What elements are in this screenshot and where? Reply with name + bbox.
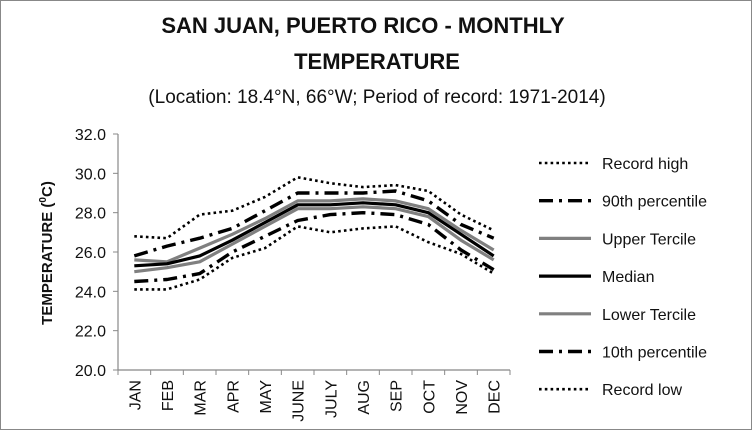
y-tick-label: 30.0 bbox=[75, 166, 106, 183]
series-line-lower-tercile bbox=[134, 205, 495, 274]
y-axis-ticks: 20.0 22.0 24.0 26.0 28.0 30.0 32.0 bbox=[75, 127, 118, 380]
y-tick-label: 24.0 bbox=[75, 284, 106, 301]
y-tick-label: 26.0 bbox=[75, 245, 106, 262]
x-tick-label-june: JUNE bbox=[291, 380, 308, 422]
y-axis-label-tail: C) bbox=[39, 181, 56, 197]
series-line-90th-percentile bbox=[133, 189, 495, 258]
x-tick-label-mar: MAR bbox=[193, 380, 210, 416]
y-tick-label: 22.0 bbox=[75, 324, 106, 341]
series-line-record-high bbox=[134, 176, 495, 240]
legend-label-upper-tercile: Upper Tercile bbox=[602, 231, 696, 248]
legend-label-record-high: Record high bbox=[602, 156, 688, 173]
series-line-median bbox=[134, 201, 495, 268]
y-tick-label: 28.0 bbox=[75, 206, 106, 223]
x-tick-label-apr: APR bbox=[225, 380, 242, 413]
y-tick-label: 20.0 bbox=[75, 363, 106, 380]
x-tick-label-sep: SEP bbox=[389, 380, 406, 412]
x-tick-label-july: JULY bbox=[323, 380, 340, 418]
y-axis-label-main: TEMPERATURE ( bbox=[39, 203, 56, 325]
x-tick-label-feb: FEB bbox=[160, 380, 177, 411]
series-line-10th-percentile bbox=[134, 210, 495, 284]
x-tick-label-nov: NOV bbox=[454, 380, 471, 415]
x-tick-label-jan: JAN bbox=[127, 380, 144, 410]
y-axis-label: TEMPERATURE (0C) bbox=[38, 181, 56, 325]
legend-label-record-low: Record low bbox=[602, 382, 682, 399]
legend-label-90th-percentile: 90th percentile bbox=[602, 194, 707, 211]
series-line-record-low bbox=[134, 225, 495, 291]
x-axis-ticks: JAN FEB MAR APR MAY JUNE JULY AUG SEP OCT NOV DEC bbox=[117, 370, 511, 422]
series-layer bbox=[133, 176, 495, 291]
legend-label-lower-tercile: Lower Tercile bbox=[602, 307, 696, 324]
legend-label-10th-percentile: 10th percentile bbox=[602, 345, 707, 362]
x-tick-label-aug: AUG bbox=[356, 380, 373, 415]
x-tick-label-dec: DEC bbox=[487, 380, 504, 414]
x-tick-label-may: MAY bbox=[258, 380, 275, 414]
chart-subtitle: (Location: 18.4°N, 66°W; Period of recor… bbox=[148, 87, 605, 108]
x-tick-label-oct: OCT bbox=[421, 380, 438, 414]
legend-label-median: Median bbox=[602, 269, 654, 286]
series-line-upper-tercile bbox=[134, 197, 495, 264]
y-tick-label: 32.0 bbox=[75, 127, 106, 144]
y-axis-label-superscript: 0 bbox=[38, 197, 49, 203]
chart-title-line-2: TEMPERATURE bbox=[294, 49, 460, 74]
chart-legend: Record high 90th percentile Upper Tercile M… bbox=[539, 156, 707, 399]
chart-title-line-1: SAN JUAN, PUERTO RICO - MONTHLY bbox=[161, 13, 565, 38]
y-axis-label-text: TEMPERATURE (0C) bbox=[38, 181, 56, 325]
